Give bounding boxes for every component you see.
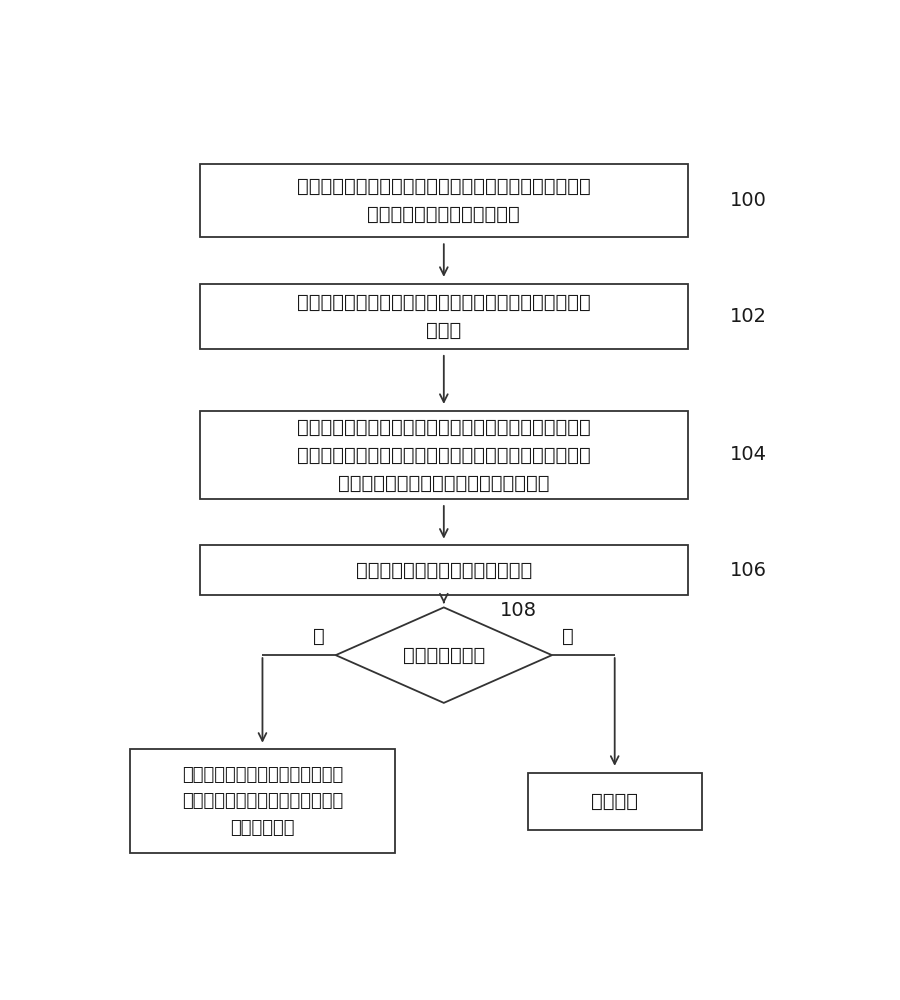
FancyBboxPatch shape xyxy=(130,749,395,853)
Text: 是: 是 xyxy=(313,627,325,646)
Text: 104: 104 xyxy=(730,445,767,464)
Text: 对响应于滚屏操作后所述终端设备
当前显示界面进行第三次截屏，并
保存第三截图: 对响应于滚屏操作后所述终端设备 当前显示界面进行第三次截屏，并 保存第三截图 xyxy=(182,766,343,837)
Text: 108: 108 xyxy=(500,601,536,620)
Text: 102: 102 xyxy=(730,307,767,326)
Text: 当检测到截图指令时，对所述终端设备当前显示的界面进
行第一次截屏并保存第一截图: 当检测到截图指令时，对所述终端设备当前显示的界面进 行第一次截屏并保存第一截图 xyxy=(297,177,590,224)
Polygon shape xyxy=(336,607,552,703)
Text: 106: 106 xyxy=(730,561,767,580)
Text: 100: 100 xyxy=(730,191,767,210)
FancyBboxPatch shape xyxy=(527,773,702,830)
Text: 完成截图: 完成截图 xyxy=(591,792,638,811)
Text: 当检测到存在对所述终端设备当前显示界面进行滚动的滚
屏操作时，则对响应于滚屏操作后所述终端设备当前显示
的界面进行第二次截屏，并保存第二截图: 当检测到存在对所述终端设备当前显示界面进行滚动的滚 屏操作时，则对响应于滚屏操作… xyxy=(297,417,590,492)
Text: 否: 否 xyxy=(562,627,574,646)
Text: 是否有滚屏操作: 是否有滚屏操作 xyxy=(402,646,485,665)
FancyBboxPatch shape xyxy=(200,164,688,237)
Text: 检测是否存在对所述终端设备当前显示界面进行滚动的滚
屏操作: 检测是否存在对所述终端设备当前显示界面进行滚动的滚 屏操作 xyxy=(297,293,590,340)
FancyBboxPatch shape xyxy=(200,284,688,349)
Text: 拼接所述第一截图和所述第二截图: 拼接所述第一截图和所述第二截图 xyxy=(356,561,532,580)
FancyBboxPatch shape xyxy=(200,545,688,595)
FancyBboxPatch shape xyxy=(200,411,688,499)
